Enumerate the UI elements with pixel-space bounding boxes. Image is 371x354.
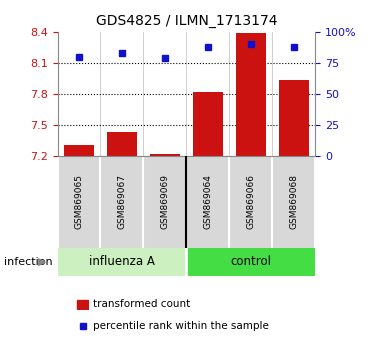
Text: transformed count: transformed count (93, 299, 190, 309)
Text: GSM869064: GSM869064 (203, 174, 213, 229)
Bar (64, 145, 94, 156)
Text: GSM869068: GSM869068 (289, 174, 298, 229)
Bar (78, 300, 88, 309)
Bar (150, 154, 180, 156)
Text: control: control (230, 256, 272, 268)
Bar (107, 132, 137, 156)
Bar (236, 33, 266, 156)
Text: influenza A: influenza A (89, 256, 155, 268)
Text: GSM869065: GSM869065 (75, 174, 83, 229)
Bar (187, 248, 315, 276)
Text: infection: infection (4, 257, 52, 267)
Title: GDS4825 / ILMN_1713174: GDS4825 / ILMN_1713174 (96, 14, 277, 28)
Text: GSM869069: GSM869069 (160, 174, 170, 229)
Text: ▶: ▶ (39, 257, 47, 267)
Bar (279, 80, 309, 156)
Bar (193, 92, 223, 156)
Text: GSM869067: GSM869067 (118, 174, 127, 229)
Text: GSM869066: GSM869066 (246, 174, 255, 229)
Text: percentile rank within the sample: percentile rank within the sample (93, 321, 269, 331)
Bar (58, 248, 187, 276)
